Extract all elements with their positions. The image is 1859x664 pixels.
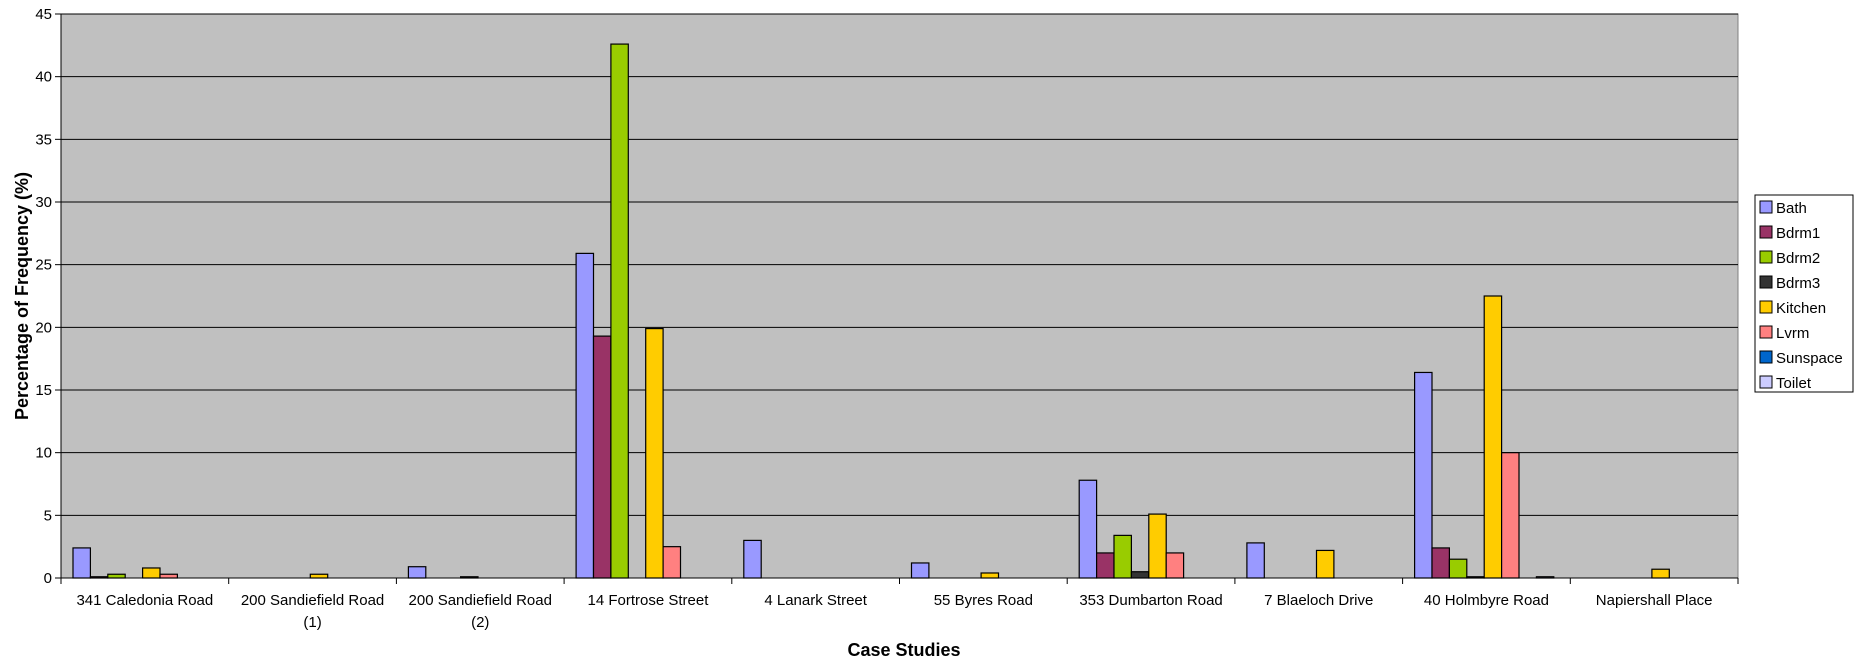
bar-bath-7	[1246, 542, 1265, 579]
x-tick-label-2: 200 Sandiefield Road	[409, 592, 552, 609]
axes	[55, 13, 1739, 584]
legend-swatch-bdrm1	[1759, 225, 1773, 239]
x-tick-label-1-line2: (1)	[303, 614, 321, 631]
y-tick-label-7: 35	[35, 131, 52, 148]
x-tick-label-9: Napiershall Place	[1596, 592, 1713, 609]
bar-kitchen-9	[1651, 568, 1670, 579]
x-tick-label-4: 4 Lanark Street	[764, 592, 867, 609]
bar-lvrm-8	[1500, 452, 1520, 579]
x-tick-label-6: 353 Dumbarton Road	[1079, 592, 1222, 609]
bars	[72, 43, 1670, 579]
y-tick-label-8: 40	[35, 69, 52, 86]
legend-label-kitchen: Kitchen	[1776, 300, 1826, 317]
x-axis-title: Case Studies	[847, 640, 960, 660]
x-tick-label-3: 14 Fortrose Street	[588, 592, 710, 609]
y-tick-label-9: 45	[35, 6, 52, 23]
bar-kitchen-8	[1483, 295, 1503, 579]
y-tick-labels: 0 5 10 15 20 25 30 35 40 45	[35, 6, 52, 587]
bar-bath-0	[72, 547, 91, 579]
y-tick-label-1: 5	[44, 507, 52, 524]
x-tick-labels: 341 Caledonia Road 200 Sandiefield Road (1…	[76, 592, 1712, 631]
legend-swatch-bdrm2	[1759, 250, 1773, 264]
x-tick-label-1: 200 Sandiefield Road	[241, 592, 384, 609]
x-tick-label-0: 341 Caledonia Road	[76, 592, 213, 609]
legend-swatch-toilet	[1759, 375, 1773, 389]
legend: Bath Bdrm1 Bdrm2 Bdrm3 Kitchen Lvrm Sunspace To…	[1754, 194, 1854, 393]
bar-bdrm2-3	[610, 43, 629, 579]
y-tick-label-2: 10	[35, 445, 52, 462]
bar-lvrm-6	[1165, 552, 1185, 579]
bar-kitchen-0	[142, 567, 161, 579]
legend-label-toilet: Toilet	[1776, 375, 1812, 392]
bar-bdrm1-8	[1431, 547, 1450, 579]
x-tick-label-8: 40 Holmbyre Road	[1424, 592, 1549, 609]
legend-label-bdrm1: Bdrm1	[1776, 225, 1820, 242]
y-axis-title: Percentage of Frequency (%)	[12, 172, 32, 420]
bar-bath-8	[1413, 371, 1433, 579]
bar-bath-4	[743, 539, 762, 579]
bar-bdrm2-8	[1448, 558, 1468, 579]
bar-bath-6	[1078, 479, 1098, 579]
legend-swatch-bdrm3	[1759, 275, 1773, 289]
legend-label-sunspace: Sunspace	[1776, 350, 1843, 367]
bar-kitchen-7	[1315, 549, 1335, 579]
bar-bdrm2-6	[1113, 534, 1132, 579]
legend-swatch-kitchen	[1759, 300, 1773, 314]
bar-bath-5	[910, 562, 930, 579]
bar-bdrm3-6	[1130, 571, 1150, 579]
legend-label-lvrm: Lvrm	[1776, 325, 1809, 342]
y-tick-label-3: 15	[35, 382, 52, 399]
bar-kitchen-3	[645, 327, 664, 579]
y-tick-label-6: 30	[35, 194, 52, 211]
bar-kitchen-5	[980, 572, 1000, 579]
legend-label-bath: Bath	[1776, 200, 1807, 217]
x-tick-label-7: 7 Blaeloch Drive	[1264, 592, 1373, 609]
y-tick-label-4: 20	[35, 319, 52, 336]
y-tick-label-5: 25	[35, 257, 52, 274]
legend-swatch-sunspace	[1759, 350, 1773, 364]
bar-bdrm1-3	[592, 335, 612, 579]
bar-kitchen-6	[1148, 513, 1167, 579]
x-tick-label-5: 55 Byres Road	[934, 592, 1033, 609]
bar-bdrm1-6	[1095, 552, 1115, 579]
y-tick-label-0: 0	[44, 570, 52, 587]
legend-label-bdrm2: Bdrm2	[1776, 250, 1820, 267]
legend-swatch-bath	[1759, 200, 1773, 214]
bar-bdrm2-0	[107, 573, 126, 579]
bar-bath-3	[575, 252, 595, 579]
x-tick-label-2-line2: (2)	[471, 614, 489, 631]
bar-lvrm-0	[159, 573, 178, 579]
plot-area	[60, 13, 1739, 579]
legend-label-bdrm3: Bdrm3	[1776, 275, 1820, 292]
bar-lvrm-3	[662, 546, 682, 579]
bar-kitchen-1	[309, 573, 329, 579]
legend-swatch-lvrm	[1759, 325, 1773, 339]
bar-bath-2	[407, 566, 427, 579]
gridlines	[61, 13, 1738, 516]
